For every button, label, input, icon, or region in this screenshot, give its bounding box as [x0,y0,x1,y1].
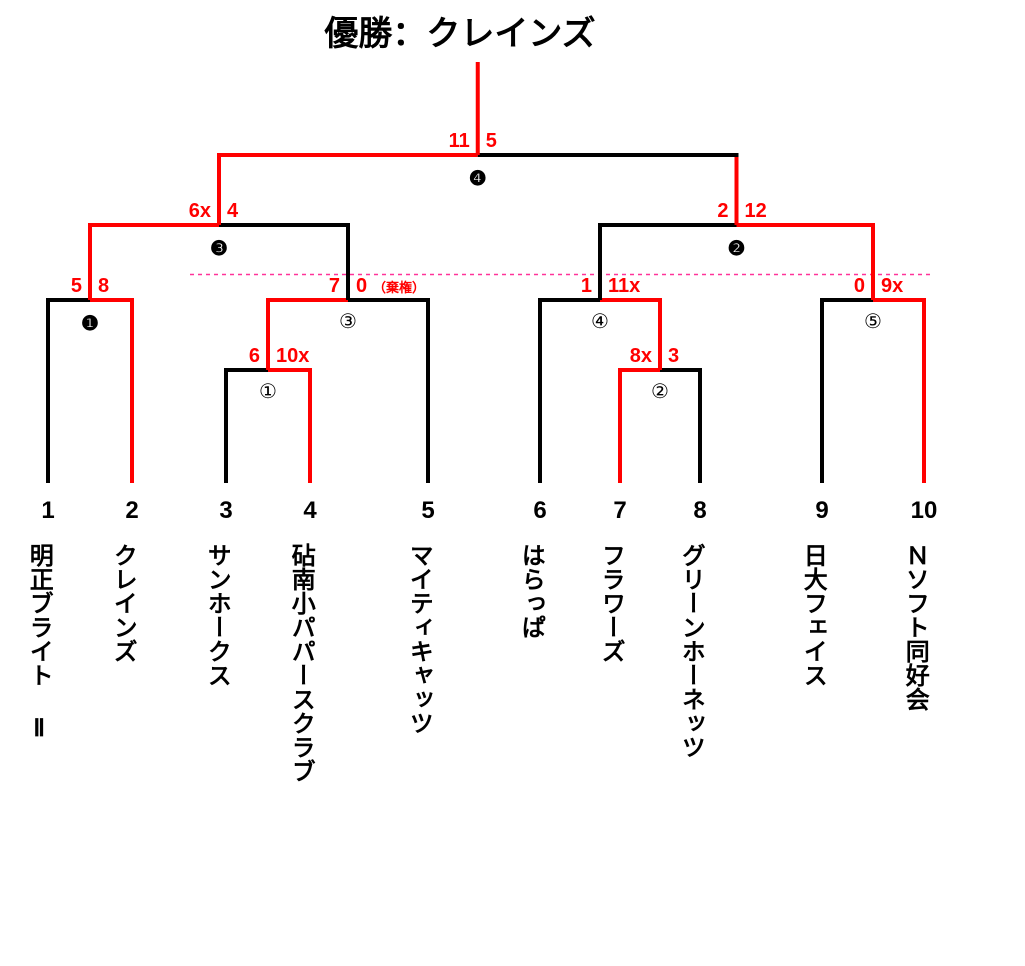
champion-title: 優勝：クレインズ [323,14,595,53]
team-num-5: 5 [421,497,434,524]
score-m2-right: 3 [668,345,679,367]
team-num-1: 1 [41,497,54,524]
game-label-final: ❹ [469,168,487,190]
team-name-4: 砧南小パパースクラブ [287,543,315,783]
game-label-m2: ② [651,381,669,403]
score-semiL-left: 6x [189,200,211,222]
score-final-right: 5 [486,130,497,152]
team-num-6: 6 [533,497,546,524]
score-q1-right: 8 [98,275,109,297]
team-name-6: はらっぱ [517,543,544,639]
score-m4-left: 1 [581,275,592,297]
team-num-2: 2 [125,497,138,524]
score-m5-left: 0 [854,275,865,297]
team-name-3: サンホークス [203,543,230,687]
game-label-semiR: ❷ [728,238,746,260]
score-m2-left: 8x [630,345,652,367]
score-semiL-right: 4 [227,200,239,222]
team-name-5: マイティキャッツ [405,543,432,735]
game-label-m1: ① [259,381,277,403]
score-m3-left: 7 [329,275,340,297]
game-label-semiL: ❸ [210,238,228,260]
score-m4-right: 11x [608,275,640,297]
score-m3-note: （棄権） [373,280,425,295]
team-name-9: 日大フェイス [799,543,827,687]
team-num-9: 9 [815,497,828,524]
score-semiR-right: 12 [745,200,767,222]
score-final-left: 11 [449,130,470,152]
score-q1-left: 5 [71,275,82,297]
score-m1-left: 6 [249,345,260,367]
team-name-8: グリーンホーネッツ [677,543,704,759]
team-num-3: 3 [219,497,232,524]
team-num-4: 4 [303,497,317,524]
team-name-7: フラワーズ [597,543,624,663]
game-label-q1: ❶ [81,313,99,335]
team-name-10: Ｎソフト同好会 [901,543,930,712]
score-semiR-left: 2 [717,200,728,222]
team-num-10: 10 [911,497,938,524]
team-name-1: 明正ブライト Ⅱ [25,543,53,742]
team-num-7: 7 [613,497,626,524]
game-label-m4: ④ [591,311,609,333]
game-label-m3: ③ [339,311,357,333]
game-label-m5: ⑤ [864,311,882,333]
score-m3-right: 0 [356,275,367,297]
team-num-8: 8 [693,497,706,524]
team-name-2: クレインズ [109,543,136,663]
score-m5-right: 9x [881,275,903,297]
score-m1-right: 10x [276,345,309,367]
